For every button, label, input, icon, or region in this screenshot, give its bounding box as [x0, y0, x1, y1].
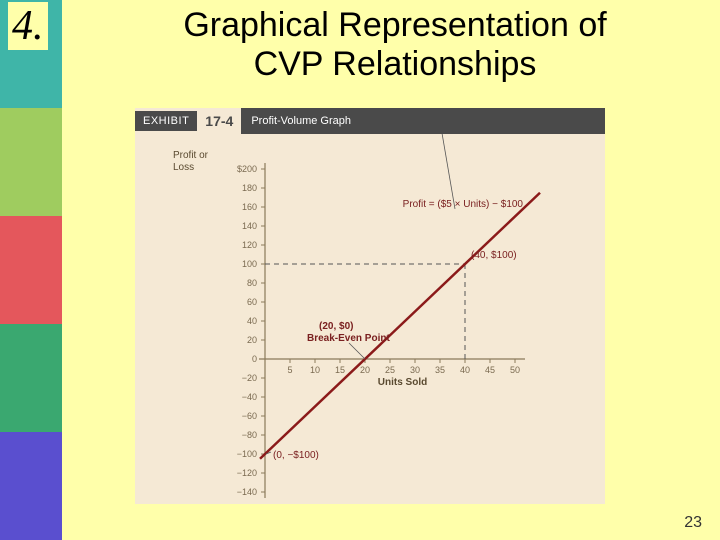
svg-text:30: 30	[410, 365, 420, 375]
svg-text:100: 100	[242, 259, 257, 269]
svg-text:10: 10	[310, 365, 320, 375]
svg-text:140: 140	[242, 221, 257, 231]
sidebar-block	[0, 216, 62, 324]
svg-text:(0, −$100): (0, −$100)	[273, 450, 319, 461]
exhibit-title: Profit-Volume Graph	[241, 108, 605, 134]
svg-text:−20: −20	[242, 373, 257, 383]
sidebar-block	[0, 432, 62, 540]
svg-text:−120: −120	[237, 468, 257, 478]
title-line: CVP Relationships	[90, 45, 700, 84]
exhibit-number: 17-4	[197, 113, 241, 129]
svg-text:80: 80	[247, 278, 257, 288]
svg-text:35: 35	[435, 365, 445, 375]
svg-text:45: 45	[485, 365, 495, 375]
exhibit-badge: EXHIBIT	[135, 111, 197, 131]
sidebar-color-strip	[0, 0, 62, 540]
svg-text:−100: −100	[237, 449, 257, 459]
svg-text:40: 40	[460, 365, 470, 375]
svg-text:(40, $100): (40, $100)	[471, 250, 517, 261]
svg-text:15: 15	[335, 365, 345, 375]
svg-text:5: 5	[287, 365, 292, 375]
svg-text:Loss: Loss	[173, 162, 194, 173]
svg-text:160: 160	[242, 202, 257, 212]
page-number: 23	[684, 514, 702, 532]
svg-text:50: 50	[510, 365, 520, 375]
svg-text:−40: −40	[242, 392, 257, 402]
slide-number: 4.	[8, 2, 48, 50]
svg-text:60: 60	[247, 297, 257, 307]
svg-text:−60: −60	[242, 411, 257, 421]
profit-volume-chart: Profit orLoss −140 −120 −100 −80 −60 −40 −20 0 20…	[135, 134, 605, 504]
svg-text:0: 0	[252, 354, 257, 364]
svg-text:Break-Even Point: Break-Even Point	[307, 333, 390, 344]
svg-text:−140: −140	[237, 487, 257, 497]
title-line: Graphical Representation of	[90, 6, 700, 45]
svg-text:120: 120	[242, 240, 257, 250]
sidebar-block	[0, 108, 62, 216]
svg-text:20: 20	[360, 365, 370, 375]
svg-text:(20, $0): (20, $0)	[319, 321, 353, 332]
svg-text:180: 180	[242, 183, 257, 193]
svg-text:40: 40	[247, 316, 257, 326]
svg-text:25: 25	[385, 365, 395, 375]
svg-text:20: 20	[247, 335, 257, 345]
svg-text:Profit = ($5 × Units) − $100: Profit = ($5 × Units) − $100	[403, 199, 524, 210]
chart-svg: Profit orLoss −140 −120 −100 −80 −60 −40 −20 0 20…	[135, 134, 605, 504]
svg-text:Units Sold: Units Sold	[378, 377, 427, 388]
svg-text:$200: $200	[237, 164, 257, 174]
exhibit-panel: EXHIBIT 17-4 Profit-Volume Graph Profit …	[135, 108, 605, 504]
page-title: Graphical Representation of CVP Relation…	[90, 6, 700, 84]
svg-text:Profit or: Profit or	[173, 150, 209, 161]
exhibit-header: EXHIBIT 17-4 Profit-Volume Graph	[135, 108, 605, 134]
sidebar-block	[0, 324, 62, 432]
svg-text:−80: −80	[242, 430, 257, 440]
